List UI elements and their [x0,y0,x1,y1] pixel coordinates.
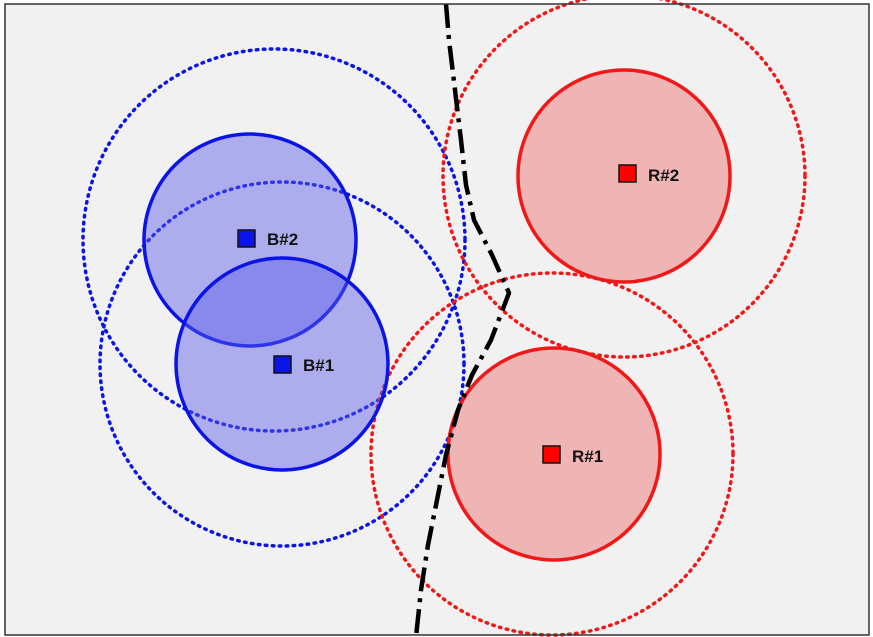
r2-marker [618,164,637,183]
b2-label: B#2 [267,230,298,249]
node-labels: B#2 B#1 R#2 R#1 [267,166,679,466]
r1-outer-range-circle [369,271,735,637]
b1-outer-range-circle [98,180,466,548]
node-markers [237,164,637,464]
diagram-frame [4,3,870,636]
r1-label: R#1 [572,447,603,466]
b1-label: B#1 [303,356,334,375]
r2-label: R#2 [648,166,679,185]
diagram-background [5,4,869,635]
outer-range-circles [81,0,807,637]
b2-marker [237,229,256,248]
b1-marker [273,355,292,374]
r1-marker [542,445,561,464]
b2-outer-range-circle [81,47,467,433]
r2-outer-range-circle [441,0,807,359]
